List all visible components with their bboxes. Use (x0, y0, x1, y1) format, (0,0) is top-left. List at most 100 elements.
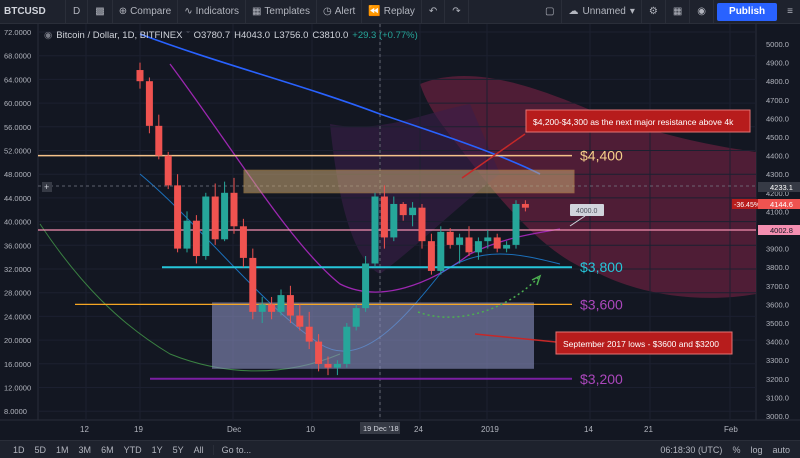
left-axis-tick: 60.0000 (4, 99, 31, 108)
candle-body (155, 125, 163, 156)
menu-button[interactable]: ≡ (780, 0, 800, 24)
symbol-label: BTCUSD (4, 6, 46, 17)
pct-change-badge (732, 199, 760, 209)
candle-body (409, 207, 417, 216)
settings-button[interactable]: ⚙ (642, 0, 666, 24)
resistance-callout-text: $4,200-$4,300 as the next major resistan… (533, 117, 734, 127)
price-tag-4000[interactable] (570, 204, 604, 216)
crosshair-date-box (360, 422, 400, 434)
gear-icon: ⚙ (648, 6, 658, 17)
candle-body (371, 196, 379, 264)
templates-button[interactable]: ▦ Templates (246, 0, 317, 24)
candle-body (296, 315, 304, 327)
indicators-button[interactable]: ∿ Indicators (178, 0, 246, 24)
last-price-badge (758, 199, 800, 209)
undo-button[interactable]: ↶ (422, 0, 446, 24)
utc-clock[interactable]: 06:18:30 (UTC) (660, 444, 723, 455)
legend-high: H4043.0 (234, 30, 271, 41)
candle-body (315, 341, 323, 364)
goto-button[interactable]: Go to... (212, 444, 257, 455)
chart-canvas[interactable]: 72.0000 68.0000 64.0000 60.0000 56.0000 52.00… (0, 24, 800, 440)
right-axis-tick: 3500.0 (766, 319, 789, 328)
chevron-down-icon: ▾ (629, 6, 635, 17)
candle-body (465, 237, 473, 253)
right-axis-tick: 3700.0 (766, 282, 789, 291)
compare-button[interactable]: ⊕ Compare (113, 0, 179, 24)
legend-eye-icon[interactable]: ◉ (44, 30, 53, 41)
right-axis-tick: 4500.0 (766, 133, 789, 142)
level-price-label: 4002.8 (770, 226, 793, 235)
replay-label: Replay (383, 6, 415, 17)
candle-body (512, 203, 520, 245)
chart-legend: ◉ Bitcoin / Dollar, 1D, BITFINEX ˇ O3780… (44, 30, 418, 41)
candle-body (136, 70, 144, 82)
right-axis-tick: 4800.0 (766, 77, 789, 86)
crosshair-price-label: 4233.1 (770, 183, 793, 192)
symbol-search[interactable]: BTCUSD (0, 0, 66, 24)
bar-style-button[interactable]: ▩ (88, 0, 113, 24)
legend-title: Bitcoin / Dollar, 1D, BITFINEX (56, 30, 183, 41)
range-button[interactable]: 1Y (151, 444, 163, 455)
left-axis-tick: 36.0000 (4, 241, 31, 250)
left-axis-tick: 12.0000 (4, 384, 31, 393)
candle-body (268, 304, 276, 312)
range-button[interactable]: 5Y (172, 444, 184, 455)
candle-body (230, 192, 238, 227)
candle-body (343, 326, 351, 364)
snapshot-button[interactable]: ◉ (690, 0, 715, 24)
publish-button[interactable]: Publish (717, 2, 778, 21)
goto-label: Go to... (221, 444, 252, 455)
add-alert-marker[interactable] (42, 182, 52, 192)
range-button[interactable]: 5D (34, 444, 47, 455)
left-axis-tick: 8.0000 (4, 407, 27, 416)
candle-body (277, 295, 285, 312)
layout-button[interactable]: ☁ Unnamed ▾ (562, 0, 642, 24)
range-button[interactable]: 1D (13, 444, 25, 455)
layout-grid-button[interactable]: ▦ (666, 0, 691, 24)
interval-button[interactable]: D (66, 0, 89, 24)
september-callout-box[interactable] (555, 331, 733, 355)
moving-average-green (39, 223, 341, 372)
replay-button[interactable]: ⏪ Replay (362, 0, 422, 24)
range-button[interactable]: 6M (101, 444, 114, 455)
toolbar-right: ▢ ☁ Unnamed ▾ ⚙ ▦ ◉ Publish ≡ (538, 0, 800, 24)
candles-icon: ▩ (95, 6, 105, 17)
percent-toggle[interactable]: % (732, 444, 741, 455)
range-button[interactable]: 1M (56, 444, 69, 455)
compare-label: Compare (130, 6, 172, 17)
redo-button[interactable]: ↷ (445, 0, 469, 24)
right-axis-tick: 3200.0 (766, 375, 789, 384)
layout-name: Unnamed (582, 6, 626, 17)
candle-body (174, 185, 182, 249)
alert-button[interactable]: ◷ Alert (317, 0, 363, 24)
support-zone-box[interactable] (212, 302, 534, 369)
bottom-right: 06:18:30 (UTC) % log auto (655, 445, 800, 455)
left-price-scale[interactable] (0, 24, 38, 440)
left-axis-tick: 52.0000 (4, 147, 31, 156)
candle-body (239, 226, 247, 258)
projection-arc (417, 277, 539, 318)
x-axis-tick: 12 (80, 425, 89, 434)
log-toggle[interactable]: log (750, 444, 763, 455)
fullscreen-button[interactable]: ▢ (538, 0, 563, 24)
chart-pane[interactable]: 72.0000 68.0000 64.0000 60.0000 56.0000 52.00… (0, 24, 800, 440)
range-button[interactable]: YTD (123, 444, 142, 455)
candle-body (456, 237, 464, 245)
left-axis-tick: 56.0000 (4, 123, 31, 132)
right-axis-tick: 4900.0 (766, 59, 789, 68)
top-toolbar: BTCUSD D ▩ ⊕ Compare ∿ Indicators ▦ Temp… (0, 0, 800, 24)
price-tag-pointer (569, 215, 586, 227)
candle-body (493, 237, 501, 249)
range-button[interactable]: All (193, 444, 204, 455)
resistance-callout-box[interactable] (525, 109, 751, 133)
legend-chevron-icon[interactable]: ˇ (186, 30, 190, 41)
x-axis-tick: 10 (306, 425, 315, 434)
left-axis-tick: 72.0000 (4, 28, 31, 37)
left-axis-tick: 20.0000 (4, 336, 31, 345)
candle-body (221, 192, 229, 240)
range-button[interactable]: 3M (78, 444, 92, 455)
resistance-zone[interactable] (243, 169, 575, 194)
auto-toggle[interactable]: auto (772, 444, 790, 455)
x-axis-tick: 24 (414, 425, 423, 434)
candle-body (437, 231, 445, 271)
